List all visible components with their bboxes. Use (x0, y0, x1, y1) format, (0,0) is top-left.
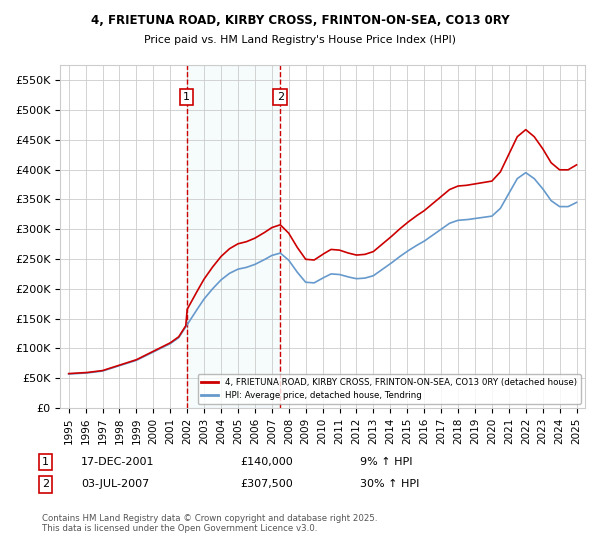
Text: £307,500: £307,500 (240, 479, 293, 489)
Text: 1: 1 (42, 457, 49, 467)
Text: £140,000: £140,000 (240, 457, 293, 467)
Text: 9% ↑ HPI: 9% ↑ HPI (360, 457, 413, 467)
Text: 4, FRIETUNA ROAD, KIRBY CROSS, FRINTON-ON-SEA, CO13 0RY: 4, FRIETUNA ROAD, KIRBY CROSS, FRINTON-O… (91, 14, 509, 27)
Bar (187, 66, 280, 408)
Text: 2: 2 (277, 92, 284, 102)
Text: 2: 2 (42, 479, 49, 489)
Text: 1: 1 (183, 92, 190, 102)
Text: Price paid vs. HM Land Registry's House Price Index (HPI): Price paid vs. HM Land Registry's House … (144, 35, 456, 45)
Text: Contains HM Land Registry data © Crown copyright and database right 2025.
This d: Contains HM Land Registry data © Crown c… (42, 514, 377, 533)
Text: 03-JUL-2007: 03-JUL-2007 (81, 479, 149, 489)
Text: 17-DEC-2001: 17-DEC-2001 (81, 457, 155, 467)
Legend: 4, FRIETUNA ROAD, KIRBY CROSS, FRINTON-ON-SEA, CO13 0RY (detached house), HPI: A: 4, FRIETUNA ROAD, KIRBY CROSS, FRINTON-O… (197, 375, 581, 404)
Text: 30% ↑ HPI: 30% ↑ HPI (360, 479, 419, 489)
